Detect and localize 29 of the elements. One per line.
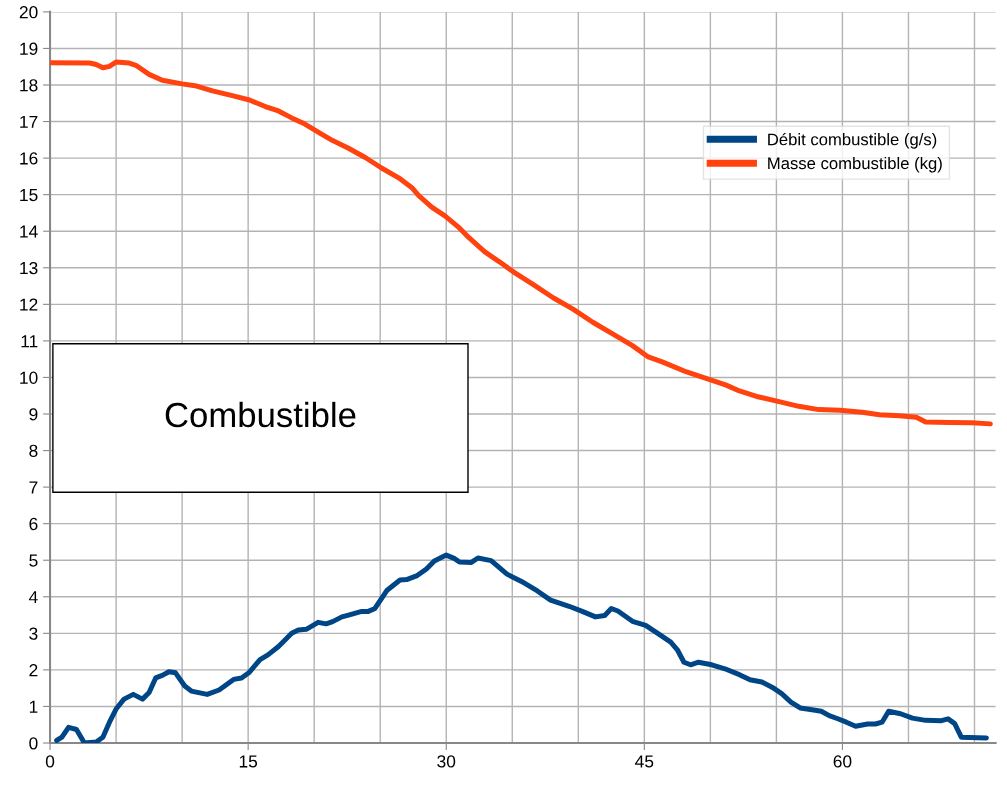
y-tick-label: 8 [29, 444, 38, 458]
x-tick-label: 0 [45, 755, 55, 768]
annotation: Combustible [165, 401, 356, 428]
legend-label: Masse combustible (kg) [768, 156, 942, 173]
y-tick-label: 17 [20, 115, 38, 128]
y-tick-label: 0 [29, 737, 38, 750]
y-tick-label: 9 [29, 408, 38, 421]
y-tick-label: 5 [29, 554, 38, 567]
y-tick-label: 13 [20, 261, 38, 275]
y-tick-label: 3 [29, 627, 38, 640]
y-tick-label: 7 [29, 481, 38, 494]
x-tick-label: 30 [437, 755, 456, 768]
y-tick-label: 11 [21, 335, 38, 348]
y-tick-label: 2 [29, 664, 38, 677]
y-tick-label: 4 [28, 591, 38, 604]
y-tick-label: 20 [19, 6, 38, 19]
y-tick-label: 14 [20, 225, 38, 238]
y-tick-label: 19 [20, 42, 38, 55]
y-tick-label: 18 [20, 79, 38, 92]
y-tick-label: 1 [29, 700, 38, 713]
y-tick-label: 12 [20, 298, 38, 311]
x-tick-label: 60 [833, 755, 852, 768]
y-tick-label: 16 [20, 152, 38, 165]
y-tick-label: 6 [29, 517, 38, 531]
y-tick-label: 10 [20, 371, 38, 384]
x-tick-label: 45 [635, 755, 654, 768]
legend-label: Débit combustible (g/s) [768, 132, 937, 149]
x-tick-label: 15 [239, 755, 258, 768]
y-tick-label: 15 [20, 189, 38, 202]
